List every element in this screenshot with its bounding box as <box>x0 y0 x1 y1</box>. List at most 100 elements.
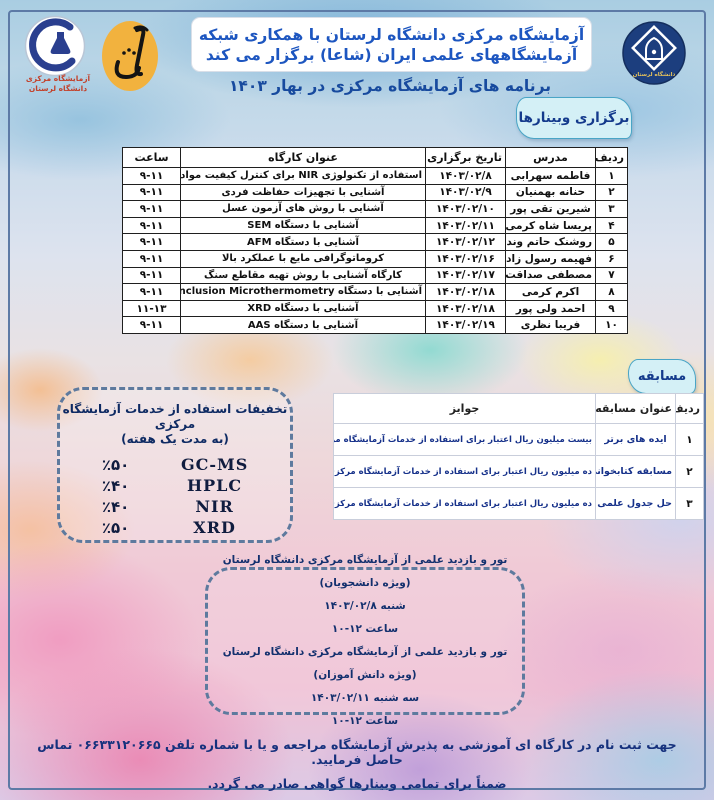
webinar-row-time: ۹-۱۱ <box>122 316 181 334</box>
webinar-row-instructor: پریسا شاه کرمی <box>505 216 596 235</box>
discount-item-service: XRD <box>193 518 236 537</box>
discounts-card: تخفیفات استفاده از خدمات آزمایشگاه مرکزی… <box>57 387 293 543</box>
webinar-row-instructor: فهیمه رسول زاده <box>505 249 596 268</box>
webinar-row: ۱۰ فریبا نظری ۱۴۰۳/۰۲/۱۹ آشنایی با دستگاه A… <box>122 316 628 334</box>
tour-info-line: تور و بازدید علمی از آزمایشگاه مرکزی دان… <box>222 554 508 589</box>
webinar-row-date: ۱۴۰۳/۰۲/۱۱ <box>425 216 506 235</box>
discount-item-percent: ٪۵۰ <box>101 455 130 474</box>
title-line-1: آزمایشگاه مرکزی دانشگاه لرستان با همکاری… <box>198 25 585 44</box>
webinar-row-time: ۹-۱۱ <box>122 266 181 285</box>
tour-info-line: شنبه ۱۴۰۳/۰۲/۸ <box>324 600 406 612</box>
competition-section-label: مسابقه <box>637 369 687 384</box>
central-lab-caption-line1: آزمایشگاه مرکزی <box>25 74 91 83</box>
webinars-column-header: تاریخ برگزاری <box>425 147 506 168</box>
webinar-row-date: ۱۴۰۳/۰۲/۸ <box>425 167 506 185</box>
competition-row-no: ۳ <box>675 487 704 520</box>
webinars-column-header: مدرس <box>505 147 596 168</box>
central-lab-caption-line2: دانشگاه لرستان <box>28 83 88 93</box>
webinar-row-no: ۲ <box>595 183 628 202</box>
webinar-row-no: ۳ <box>595 200 628 218</box>
webinar-row-date: ۱۴۰۳/۰۲/۹ <box>425 183 506 202</box>
competition-column-header: عنوان مسابقه <box>595 393 676 424</box>
webinars-section-ribbon: برگزاری وبینارها <box>516 97 632 139</box>
footer-certificate-line: ضمناً برای تمامی وبینارها گواهی صادر می … <box>207 776 507 791</box>
tour-info-line: تور و بازدید علمی از آزمایشگاه مرکزی دان… <box>222 646 508 681</box>
webinar-row: ۹ احمد ولی پور ۱۴۰۳/۰۲/۱۸ آشنایی با دستگاه … <box>122 299 628 318</box>
webinar-row-time: ۱۱-۱۳ <box>122 299 181 318</box>
webinar-row-no: ۱۰ <box>595 316 628 334</box>
webinar-row-date: ۱۴۰۳/۰۲/۱۶ <box>425 249 506 268</box>
discount-item: NIR ٪۴۰ <box>76 496 274 517</box>
webinar-row-title: آشنایی با دستگاه SEM <box>180 216 426 235</box>
webinar-row: ۳ شیرین تقی پور ۱۴۰۳/۰۲/۱۰ آشنایی با روش ها… <box>122 200 628 218</box>
shaa-network-logo-icon <box>102 21 158 91</box>
competition-section-ribbon: مسابقه <box>628 359 696 394</box>
footer-registration-line: جهت ثبت نام در کارگاه ای آموزشی به پذیرش… <box>37 737 677 767</box>
discount-item-service: NIR <box>195 497 234 516</box>
webinar-row-title: استفاده از تکنولوژی NIR برای کنترل کیفیت… <box>180 167 426 185</box>
tour-info-line: سه شنبه ۱۴۰۳/۰۲/۱۱ <box>310 692 420 704</box>
webinar-row: ۵ روشنک حاتم وند ۱۴۰۳/۰۲/۱۲ آشنایی با دستگا… <box>122 233 628 251</box>
webinar-row-title: آشنایی با دستگاه AFM <box>180 233 426 251</box>
webinar-row-instructor: حنانه بهمنیان <box>505 183 596 202</box>
competition-row-title: مسابقه کتابخوانی <box>595 455 676 488</box>
discounts-title-line2: (به مدت یک هفته) <box>121 432 229 446</box>
webinar-row-instructor: احمد ولی پور <box>505 299 596 318</box>
webinar-row-time: ۹-۱۱ <box>122 183 181 202</box>
discount-item: HPLC ٪۴۰ <box>76 475 274 496</box>
webinar-row-time: ۹-۱۱ <box>122 233 181 251</box>
discount-item: XRD ٪۵۰ <box>76 517 274 538</box>
webinar-row-instructor: مصطفی صداقت نیا <box>505 266 596 285</box>
webinar-row-title: آشنایی با دستگاه Fluid Inclusion Microth… <box>180 283 426 301</box>
webinar-row-title: آشنایی با دستگاه XRD <box>180 299 426 318</box>
webinars-column-header: ردیف <box>595 147 628 168</box>
webinar-row-date: ۱۴۰۳/۰۲/۱۲ <box>425 233 506 251</box>
webinar-row-no: ۹ <box>595 299 628 318</box>
competition-row: ۱ ایده های برتر بیست میلیون ریال اعتبار بر… <box>333 423 704 456</box>
webinar-row-title: آشنایی با روش های آزمون عسل <box>180 200 426 218</box>
central-lab-logo-icon <box>24 15 86 77</box>
webinar-row-date: ۱۴۰۳/۰۲/۱۷ <box>425 266 506 285</box>
webinar-row-time: ۹-۱۱ <box>122 216 181 235</box>
competition-column-header: ردیف <box>675 393 704 424</box>
webinar-row-no: ۸ <box>595 283 628 301</box>
webinar-row-instructor: اکرم کرمی <box>505 283 596 301</box>
webinar-row-instructor: شیرین تقی پور <box>505 200 596 218</box>
tour-info-line: ساعت ۱۲-۱۰ <box>331 715 399 727</box>
tour-info-line: ساعت ۱۲-۱۰ <box>331 623 399 635</box>
webinar-row-time: ۹-۱۱ <box>122 283 181 301</box>
webinar-row-date: ۱۴۰۳/۰۲/۱۹ <box>425 316 506 334</box>
discount-item-percent: ٪۴۰ <box>101 497 130 516</box>
competition-row-title: حل جدول علمی <box>595 487 676 520</box>
webinar-row: ۴ پریسا شاه کرمی ۱۴۰۳/۰۲/۱۱ آشنایی با دستگا… <box>122 216 628 235</box>
webinars-column-header: عنوان کارگاه <box>180 147 426 168</box>
competition-row-prize: ده میلیون ریال اعتبار برای استفاده از خد… <box>333 487 596 520</box>
poster-subtitle: برنامه های آزمایشگاه مرکزی در بهار ۱۴۰۳ <box>228 77 552 95</box>
webinar-row-title: کروماتوگرافی مایع با عملکرد بالا <box>180 249 426 268</box>
webinar-row-no: ۴ <box>595 216 628 235</box>
competition-row-no: ۱ <box>675 423 704 456</box>
discounts-title-line1: تخفیفات استفاده از خدمات آزمایشگاه مرکزی <box>62 402 288 431</box>
tours-card: تور و بازدید علمی از آزمایشگاه مرکزی دان… <box>205 554 525 727</box>
central-lab-logo-caption: آزمایشگاه مرکزی دانشگاه لرستان <box>12 74 104 93</box>
webinar-row-instructor: روشنک حاتم وند <box>505 233 596 251</box>
discounts-list: GC-MS ٪۵۰ HPLC ٪۴۰ NIR ٪۴۰ XRD ٪۵۰ <box>76 454 274 538</box>
webinar-row-instructor: فریبا نظری <box>505 316 596 334</box>
lorestan-university-logo-icon: دانشگاه لرستان <box>622 21 686 85</box>
webinar-row-no: ۱ <box>595 167 628 185</box>
webinar-row-no: ۶ <box>595 249 628 268</box>
footer-notice: جهت ثبت نام در کارگاه ای آموزشی به پذیرش… <box>20 737 694 791</box>
webinar-row-instructor: فاطمه سهرابی <box>505 167 596 185</box>
competition-column-header: جوایز <box>333 393 596 424</box>
competition-row-prize: بیست میلیون ریال اعتبار برای استفاده از … <box>333 423 596 456</box>
webinar-row-title: آشنایی با تجهیزات حفاظت فردی <box>180 183 426 202</box>
webinar-row: ۲ حنانه بهمنیان ۱۴۰۳/۰۲/۹ آشنایی با تجهیزات… <box>122 183 628 202</box>
competition-row-title: ایده های برتر <box>595 423 676 456</box>
discount-item-percent: ٪۵۰ <box>101 518 130 537</box>
discount-item-service: HPLC <box>187 476 243 495</box>
